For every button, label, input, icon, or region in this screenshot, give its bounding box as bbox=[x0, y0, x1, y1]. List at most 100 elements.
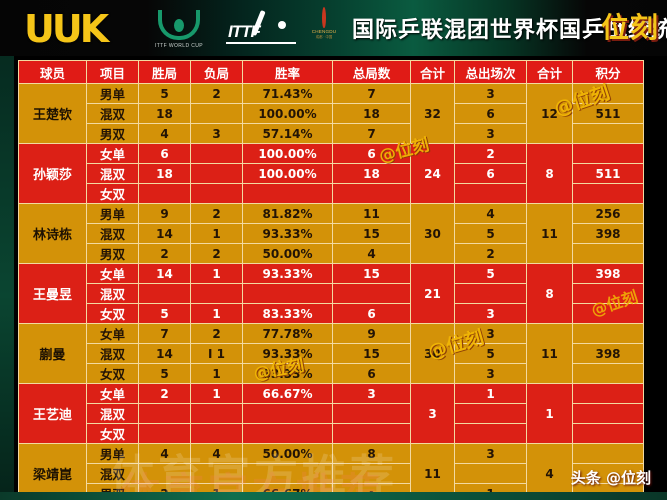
appearances-cell: 4 bbox=[454, 203, 527, 224]
winrate-cell: 50.00% bbox=[242, 243, 333, 264]
losses-cell: 2 bbox=[190, 243, 243, 264]
total-games-cell bbox=[332, 283, 411, 304]
col-header-player: 球员 bbox=[18, 60, 87, 84]
points-cell: 398 bbox=[572, 223, 644, 244]
points-cell bbox=[572, 463, 644, 484]
points-cell: 511 bbox=[572, 103, 644, 124]
col-header-winrate: 胜率 bbox=[242, 60, 333, 84]
winrate-cell: 57.14% bbox=[242, 123, 333, 144]
losses-cell: 1 bbox=[190, 303, 243, 324]
losses-cell: 4 bbox=[190, 443, 243, 464]
wins-cell bbox=[138, 183, 191, 204]
total-games-cell: 9 bbox=[332, 323, 411, 344]
event-cell: 女单 bbox=[86, 263, 139, 284]
stats-header-row: 球员 项目 胜局 负局 胜率 总局数 合计 总出场次 合计 积分 bbox=[18, 60, 644, 84]
losses-cell: 3 bbox=[190, 123, 243, 144]
event-cell: 男单 bbox=[86, 443, 139, 464]
event-cell: 混双 bbox=[86, 343, 139, 364]
appearances-cell: 2 bbox=[454, 243, 527, 264]
col-header-event: 项目 bbox=[86, 60, 139, 84]
losses-cell bbox=[190, 283, 243, 304]
col-header-losses: 负局 bbox=[190, 60, 243, 84]
table-row: 梁靖崑 男单 4 4 50.00% 8 11 3 4 bbox=[18, 443, 644, 500]
appearances-cell: 2 bbox=[454, 143, 527, 164]
stats-table-body: 王楚钦 男单 5 2 71.43% 7 32 3 12 混双 18 100.00% 18 6 511 男双 4 3… bbox=[18, 83, 644, 500]
table-row: 王曼昱 女单 14 1 93.33% 15 21 5 8 398 bbox=[18, 263, 644, 324]
table-row: 林诗栋 男单 9 2 81.82% 11 30 4 11 256 bbox=[18, 203, 644, 264]
total-sum-cell: 24 bbox=[410, 143, 455, 204]
wins-cell: 4 bbox=[138, 443, 191, 464]
appearances-cell bbox=[454, 183, 527, 204]
points-cell bbox=[572, 143, 644, 164]
wins-cell: 4 bbox=[138, 123, 191, 144]
page-title: 国际乒联混团世界杯国乒战绩统计榜 bbox=[352, 18, 667, 43]
losses-cell bbox=[190, 403, 243, 424]
event-cell: 女双 bbox=[86, 423, 139, 444]
points-cell bbox=[572, 83, 644, 104]
wins-cell: 14 bbox=[138, 263, 191, 284]
appear-sum-cell: 8 bbox=[526, 263, 573, 324]
points-cell bbox=[572, 383, 644, 404]
wins-cell: 18 bbox=[138, 163, 191, 184]
appearances-cell: 3 bbox=[454, 363, 527, 384]
event-cell: 女双 bbox=[86, 183, 139, 204]
uuk-logo: UUK bbox=[24, 7, 109, 51]
winrate-cell: 100.00% bbox=[242, 143, 333, 164]
losses-cell bbox=[190, 423, 243, 444]
col-header-total-sum: 合计 bbox=[410, 60, 455, 84]
appearances-cell: 5 bbox=[454, 343, 527, 364]
total-games-cell: 7 bbox=[332, 123, 411, 144]
points-cell bbox=[572, 323, 644, 344]
player-name-cell: 孙颖莎 bbox=[18, 143, 87, 204]
winrate-cell bbox=[242, 403, 333, 424]
total-games-cell: 3 bbox=[332, 383, 411, 404]
table-row: 蒯曼 女单 7 2 77.78% 9 30 3 11 bbox=[18, 323, 644, 384]
event-cell: 混双 bbox=[86, 103, 139, 124]
appearances-cell: 5 bbox=[454, 223, 527, 244]
points-cell: 398 bbox=[572, 263, 644, 284]
table-row: 王楚钦 男单 5 2 71.43% 7 32 3 12 bbox=[18, 83, 644, 144]
brand-logo: 位刻 bbox=[600, 11, 659, 44]
winrate-cell: 100.00% bbox=[242, 103, 333, 124]
appearances-cell: 3 bbox=[454, 323, 527, 344]
losses-cell bbox=[190, 143, 243, 164]
table-row: 男双 2 2 50.00% 4 2 bbox=[19, 243, 644, 264]
winrate-cell bbox=[242, 463, 333, 484]
points-cell bbox=[572, 283, 644, 304]
appearances-cell: 3 bbox=[454, 83, 527, 104]
points-cell bbox=[572, 303, 644, 324]
table-tennis-ball-icon bbox=[278, 21, 286, 29]
event-cell: 混双 bbox=[86, 223, 139, 244]
appear-sum-cell: 1 bbox=[526, 383, 573, 444]
table-row: 男双 4 3 57.14% 7 3 bbox=[19, 123, 644, 144]
event-cell: 男双 bbox=[86, 123, 139, 144]
ittf-logo: ITTF bbox=[226, 10, 296, 48]
wins-cell bbox=[138, 283, 191, 304]
table-row: 混双 bbox=[19, 463, 644, 484]
left-edge-decoration bbox=[0, 56, 14, 492]
losses-cell: 2 bbox=[190, 83, 243, 104]
appearances-cell: 3 bbox=[454, 303, 527, 324]
player-name-cell: 梁靖崑 bbox=[18, 443, 87, 500]
chengdu-emblem: CHENGDU 成都 · 中国 bbox=[300, 7, 348, 51]
ittf-world-cup-ball-icon bbox=[174, 19, 184, 32]
table-row: 女双 bbox=[19, 183, 644, 204]
chengdu-sublabel: 成都 · 中国 bbox=[315, 35, 333, 39]
wins-cell: 9 bbox=[138, 203, 191, 224]
wins-cell: 5 bbox=[138, 83, 191, 104]
ittf-logo-underline bbox=[226, 42, 296, 44]
ittf-logo-label: ITTF bbox=[228, 22, 261, 41]
appearances-cell: 6 bbox=[454, 163, 527, 184]
losses-cell: 1 bbox=[190, 263, 243, 284]
total-sum-cell: 21 bbox=[410, 263, 455, 324]
losses-cell: 1 bbox=[190, 223, 243, 244]
losses-cell bbox=[190, 463, 243, 484]
wins-cell bbox=[138, 423, 191, 444]
table-row: 混双 18 100.00% 18 6 511 bbox=[19, 163, 644, 184]
event-cell: 女单 bbox=[86, 323, 139, 344]
col-header-appear-sum: 合计 bbox=[526, 60, 573, 84]
total-sum-cell: 3 bbox=[410, 383, 455, 444]
player-name-cell: 王曼昱 bbox=[18, 263, 87, 324]
event-cell: 混双 bbox=[86, 403, 139, 424]
winrate-cell: 83.33% bbox=[242, 363, 333, 384]
